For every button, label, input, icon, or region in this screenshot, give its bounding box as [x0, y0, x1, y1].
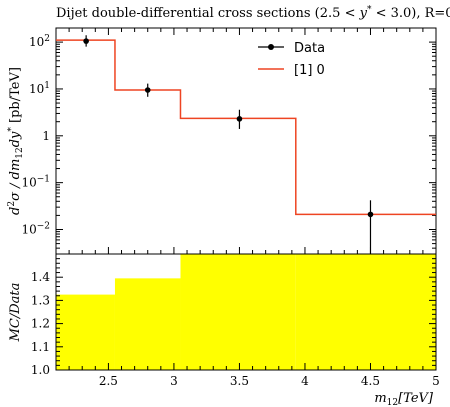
ratio-fill	[56, 254, 436, 370]
ratio-y-axis: 1.0 1.1 1.2 1.3 1.4	[31, 253, 436, 377]
main-y-tick-label: 10−2	[21, 222, 50, 237]
x-tick-label: 3	[170, 374, 178, 388]
ratio-y-tick-label: 1.2	[31, 317, 50, 331]
legend-data-label: Data	[294, 41, 325, 56]
data-point	[144, 87, 151, 93]
x-tick-label: 2.5	[99, 374, 118, 388]
main-y-tick-label: 102	[29, 34, 50, 49]
ratio-panel: 1.0 1.1 1.2 1.3 1.4 2.5 3 3.5 4 4.5 5 MC/Data m12…	[8, 253, 440, 407]
ratio-y-axis-label: MC/Data	[8, 283, 23, 343]
data-point	[367, 211, 374, 218]
main-y-tick-label: 1	[42, 129, 50, 143]
legend: Data [1] 0	[258, 41, 325, 78]
ratio-bar	[56, 294, 115, 370]
data-point	[236, 116, 243, 122]
ratio-plot-frame	[55, 253, 437, 371]
data-point	[83, 38, 89, 44]
main-plot-frame	[55, 27, 437, 255]
legend-mc-label: [1] 0	[294, 63, 325, 78]
ratio-y-tick-label: 1.1	[31, 340, 50, 354]
x-tick-label: 3.5	[230, 374, 249, 388]
x-tick-label: 4	[301, 374, 309, 388]
main-y-axis: 102 101 1 10−1 10−2	[21, 27, 436, 255]
mc-histogram-line	[56, 39, 436, 216]
ratio-bar	[114, 278, 181, 370]
main-series	[56, 35, 436, 254]
main-y-tick-label: 10−1	[21, 175, 50, 190]
ratio-bar	[295, 254, 436, 370]
main-y-tick-label: 101	[29, 81, 50, 96]
x-tick-label: 5	[432, 374, 440, 388]
ratio-y-tick-label: 1.0	[31, 363, 50, 377]
main-panel: 102 101 1 10−1 10−2 d2σ / dm12dy* [pb/TeV] D…	[7, 27, 437, 255]
main-x-axis	[68, 28, 437, 254]
main-y-axis-label: d2σ / dm12dy* [pb/TeV]	[7, 67, 25, 215]
x-tick-label: 4.5	[361, 374, 380, 388]
ratio-y-tick-label: 1.4	[31, 270, 50, 284]
ratio-bar	[180, 254, 296, 370]
legend-data-marker	[268, 44, 274, 50]
ratio-x-axis: 2.5 3 3.5 4 4.5 5	[68, 363, 440, 388]
ratio-y-tick-label: 1.3	[31, 293, 50, 307]
chart-title: Dijet double-differential cross sections…	[56, 5, 450, 21]
x-axis-label: m12[TeV]	[374, 391, 434, 407]
